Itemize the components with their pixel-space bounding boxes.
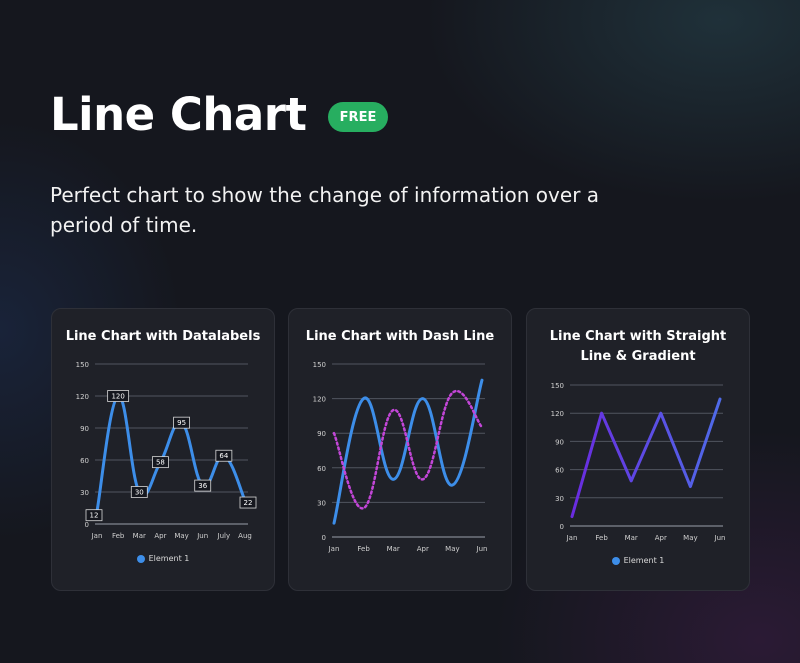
y-tick-label: 0: [85, 521, 89, 529]
x-tick-label: Feb: [595, 534, 608, 542]
data-label: 22: [244, 499, 253, 507]
free-badge: FREE: [328, 102, 388, 132]
chart-datalabels: 0 30 60 90 120 150 Jan Feb Mar Apr May Jun July Aug 12…: [76, 361, 257, 540]
legend-label: Element 1: [623, 556, 665, 565]
chart-straight-gradient: 0 30 60 90 120 150 Jan Feb Mar Apr May Jun: [551, 382, 726, 542]
data-label: 95: [177, 419, 186, 427]
y-tick-label: 90: [317, 430, 326, 438]
y-tick-label: 60: [317, 465, 326, 473]
page-subtitle: Perfect chart to show the change of info…: [50, 183, 600, 237]
y-tick-label: 90: [80, 425, 89, 433]
y-tick-label: 0: [560, 523, 564, 531]
x-tick-label: Mar: [387, 545, 400, 553]
x-tick-label: Feb: [112, 532, 125, 540]
y-tick-label: 30: [555, 495, 564, 503]
x-tick-label: Mar: [625, 534, 638, 542]
legend-marker-icon: [611, 556, 620, 565]
data-label-box: [173, 416, 190, 429]
y-tick-label: 60: [80, 457, 89, 465]
chart-card-dash-line[interactable]: 0 30 60 90 120 150 Jan Feb Mar Apr May Jun Line Cha…: [288, 308, 512, 591]
data-label-box: [130, 486, 148, 498]
series-line: [570, 397, 722, 519]
chart-legend[interactable]: Element 1: [527, 556, 749, 565]
x-tick-label: July: [217, 532, 231, 540]
x-tick-label: Jan: [328, 545, 340, 553]
data-label-box: [239, 496, 257, 509]
chart-card-title: Line Chart with Datalabels: [65, 329, 261, 344]
chart-card-datalabels[interactable]: 0 30 60 90 120 150 Jan Feb Mar Apr May Jun July Aug 12…: [51, 308, 275, 591]
data-label: 58: [156, 459, 165, 467]
chart-card-title: Line Chart with Dash Line: [305, 329, 495, 344]
chart-card-title: Line Chart with Straight Line & Gradient: [549, 329, 727, 364]
y-tick-label: 120: [551, 410, 564, 418]
y-tick-label: 60: [555, 467, 564, 475]
data-label: 30: [135, 489, 144, 497]
legend-marker-icon: [136, 554, 145, 563]
x-tick-label: Jan: [91, 532, 103, 540]
x-tick-label: May: [683, 534, 697, 542]
x-tick-label: Jun: [714, 534, 726, 542]
y-tick-label: 0: [322, 534, 326, 542]
data-label-box: [215, 449, 233, 462]
y-tick-label: 150: [551, 382, 564, 390]
y-tick-label: 120: [313, 396, 326, 404]
y-tick-label: 30: [317, 499, 326, 507]
data-label: 12: [90, 512, 99, 520]
x-tick-label: Feb: [357, 545, 370, 553]
x-tick-label: Aug: [238, 532, 252, 540]
x-tick-label: Jun: [196, 532, 208, 540]
y-tick-label: 150: [76, 361, 89, 369]
legend-label: Element 1: [148, 554, 190, 563]
data-label: 64: [219, 452, 228, 460]
chart-legend[interactable]: Element 1: [52, 554, 274, 563]
x-tick-label: May: [174, 532, 188, 540]
dashed-series-line: [332, 389, 484, 510]
y-tick-label: 120: [76, 393, 89, 401]
x-tick-label: Apr: [655, 534, 667, 542]
y-tick-label: 30: [80, 489, 89, 497]
x-tick-label: Jan: [566, 534, 578, 542]
chart-dash-line: 0 30 60 90 120 150 Jan Feb Mar Apr May Jun: [313, 361, 488, 553]
x-tick-label: Mar: [133, 532, 146, 540]
x-tick-label: May: [445, 545, 459, 553]
data-label: 120: [111, 393, 124, 401]
data-label: 36: [198, 482, 207, 490]
chart-card-straight-gradient[interactable]: 0 30 60 90 120 150 Jan Feb Mar Apr May Jun Line Cha…: [526, 308, 750, 591]
page-title: Line Chart: [50, 88, 307, 141]
x-tick-label: Apr: [154, 532, 166, 540]
y-tick-label: 90: [555, 438, 564, 446]
data-label-box: [85, 509, 103, 522]
x-tick-label: Jun: [476, 545, 488, 553]
data-label-box: [194, 479, 212, 492]
x-tick-label: Apr: [417, 545, 429, 553]
y-tick-label: 150: [313, 361, 326, 369]
data-label-box: [107, 390, 130, 402]
data-label-box: [152, 456, 169, 469]
